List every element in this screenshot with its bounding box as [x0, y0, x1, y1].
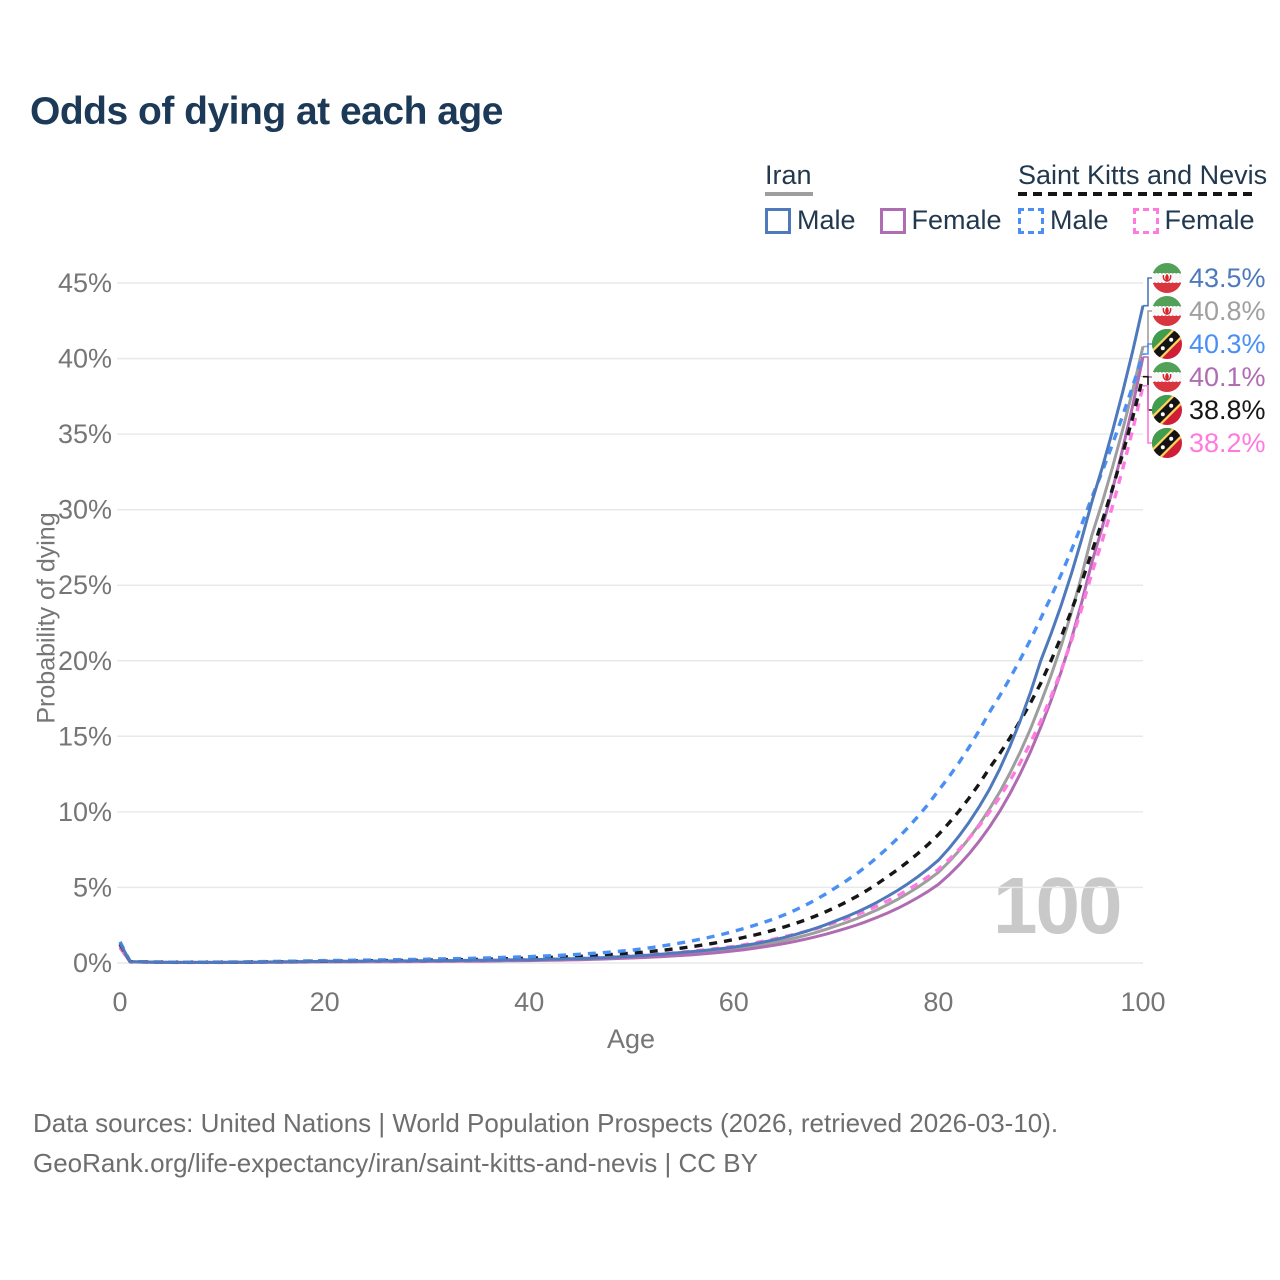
plot-area[interactable]: 0% 5% 10% 15% 20% 25% 30% 35% 40% 45% 0 20 40 60 80 100: [0, 250, 1280, 1040]
leader-line: [1143, 356, 1154, 378]
iran-female-color-swatch: [879, 207, 906, 234]
age-watermark: 100: [993, 861, 1122, 950]
series-line-saint-kitts-and-nevis-male[interactable]: [118, 353, 1145, 964]
saint-kitts-and-nevis-flag-icon: [1152, 428, 1182, 458]
iran-male-color-swatch: [765, 207, 791, 234]
legend-item-skn-female[interactable]: Female: [1132, 205, 1255, 236]
page-title: Odds of dying at each age: [30, 90, 503, 133]
y-tick-label: 20%: [58, 646, 112, 676]
legend-item-iran-female[interactable]: Female: [879, 205, 1002, 236]
iran-flag-icon: [1152, 296, 1182, 326]
end-label-row: 38.8%: [1152, 394, 1266, 426]
y-tick-label: 10%: [58, 797, 112, 827]
x-tick-label: 40: [514, 987, 544, 1017]
x-axis-title: Age: [606, 1024, 656, 1054]
leader-line: [1143, 310, 1154, 348]
x-tick-label: 100: [1120, 987, 1165, 1017]
end-label-value: 40.1%: [1189, 361, 1266, 392]
legend-item-skn-male[interactable]: Male: [1018, 205, 1109, 236]
saint-kitts-and-nevis-flag-icon: [1152, 329, 1182, 359]
y-tick-label: 5%: [73, 872, 112, 902]
series-line-saint-kitts-and-nevis-female[interactable]: [118, 385, 1145, 965]
end-label-value: 40.8%: [1189, 295, 1266, 326]
saint-kitts-and-nevis-flag-icon: [1152, 395, 1182, 425]
end-label-row: 40.8%: [1152, 295, 1266, 327]
footer-data-sources: Data sources: United Nations | World Pop…: [33, 1108, 1059, 1138]
iran-flag-icon: [1152, 362, 1182, 392]
y-tick-label: 25%: [58, 570, 112, 600]
end-label-value: 43.5%: [1189, 262, 1266, 293]
iran-flag-icon: [1152, 263, 1182, 293]
series-line-iran-both-sexes[interactable]: [118, 346, 1145, 964]
x-tick-label: 0: [112, 987, 127, 1017]
legend-item-label: Male: [797, 205, 856, 235]
leader-line: [1143, 277, 1154, 307]
y-tick-label: 35%: [58, 419, 112, 449]
x-tick-label: 60: [719, 987, 749, 1017]
iran-solid-line-swatch: [765, 192, 813, 196]
y-tick-label: 45%: [58, 268, 112, 298]
leader-line: [1143, 385, 1154, 444]
saint-kitts-and-nevis-dashed-line-swatch: [1018, 192, 1254, 196]
end-label-value: 40.3%: [1189, 328, 1266, 359]
series-line-iran-female[interactable]: [118, 356, 1145, 964]
skn-male-color-swatch: [1018, 207, 1044, 234]
end-label-row: 38.2%: [1152, 427, 1266, 459]
x-tick-label: 20: [310, 987, 340, 1017]
y-tick-label: 30%: [58, 495, 112, 525]
y-tick-label: 0%: [73, 948, 112, 978]
x-tick-label: 80: [923, 987, 953, 1017]
legend-group-saint-kitts-and-nevis: Saint Kitts and Nevis Male Female: [1018, 160, 1267, 236]
legend-group-title: Saint Kitts and Nevis: [1018, 160, 1268, 190]
end-label-value: 38.8%: [1189, 394, 1266, 425]
legend-item-label: Male: [1050, 205, 1109, 235]
skn-female-color-swatch: [1132, 207, 1159, 234]
series-line-saint-kitts-and-nevis-both-sexes[interactable]: [118, 376, 1145, 964]
end-label-row: 40.3%: [1152, 328, 1266, 360]
end-label-value: 38.2%: [1189, 427, 1266, 458]
series-line-iran-male[interactable]: [118, 305, 1145, 964]
legend-group-title: Iran: [765, 160, 812, 190]
y-tick-label: 40%: [58, 344, 112, 374]
end-label-row: 40.1%: [1152, 361, 1266, 393]
legend-group-iran: Iran Male Female: [765, 160, 1002, 236]
legend-item-label: Female: [1164, 205, 1255, 235]
leader-line: [1143, 343, 1154, 355]
footer-attribution: GeoRank.org/life-expectancy/iran/saint-k…: [33, 1148, 758, 1178]
y-tick-label: 15%: [58, 721, 112, 751]
legend-item-label: Female: [911, 205, 1002, 235]
legend-item-iran-male[interactable]: Male: [765, 205, 856, 236]
end-label-row: 43.5%: [1152, 262, 1266, 294]
